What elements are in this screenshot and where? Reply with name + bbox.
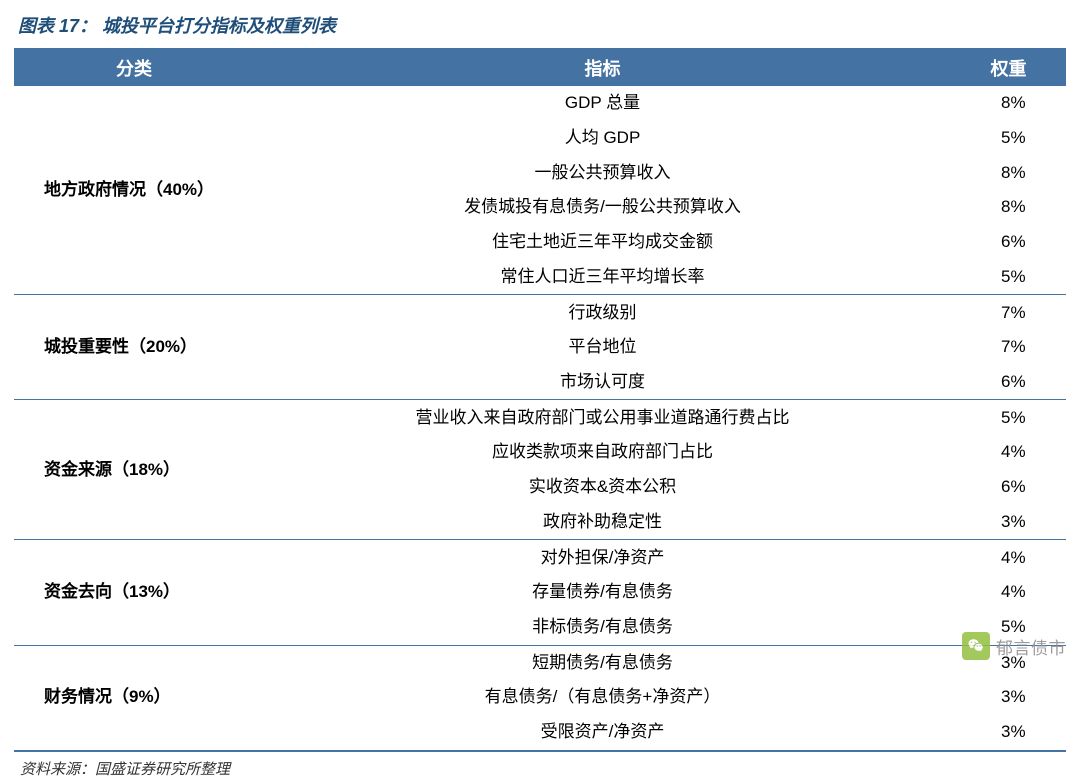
indicator-cell: 一般公共预算收入 — [254, 155, 951, 190]
indicator-cell: 行政级别 — [254, 295, 951, 330]
indicator-cell: 有息债务/（有息债务+净资产） — [254, 680, 951, 715]
indicator-cell: 平台地位 — [254, 330, 951, 365]
weight-cell: 8% — [951, 155, 1066, 190]
indicator-cell: 受限资产/净资产 — [254, 715, 951, 751]
weight-cell: 7% — [951, 330, 1066, 365]
indicator-cell: 实收资本&资本公积 — [254, 470, 951, 505]
weight-cell: 6% — [951, 365, 1066, 400]
weight-cell: 5% — [951, 260, 1066, 295]
weight-cell: 4% — [951, 435, 1066, 470]
weight-cell: 3% — [951, 715, 1066, 751]
indicator-cell: 对外担保/净资产 — [254, 540, 951, 575]
category-cell: 资金来源（18%） — [14, 400, 254, 540]
table-row: 城投重要性（20%）行政级别7% — [14, 295, 1066, 330]
indicator-cell: 政府补助稳定性 — [254, 505, 951, 540]
indicator-cell: 存量债券/有息债务 — [254, 575, 951, 610]
weight-cell: 4% — [951, 540, 1066, 575]
weight-cell: 4% — [951, 575, 1066, 610]
col-indicator: 指标 — [254, 49, 951, 86]
weight-cell: 8% — [951, 190, 1066, 225]
indicator-cell: 短期债务/有息债务 — [254, 645, 951, 680]
figure-number: 图表 17： — [18, 16, 97, 36]
indicator-cell: 人均 GDP — [254, 121, 951, 156]
wechat-icon — [962, 632, 990, 660]
category-cell: 地方政府情况（40%） — [14, 86, 254, 295]
indicator-cell: 应收类款项来自政府部门占比 — [254, 435, 951, 470]
weight-cell: 6% — [951, 225, 1066, 260]
table-row: 地方政府情况（40%）GDP 总量8% — [14, 86, 1066, 121]
weight-cell: 8% — [951, 86, 1066, 121]
indicator-cell: 住宅土地近三年平均成交金额 — [254, 225, 951, 260]
watermark-text: 郁言债市 — [996, 634, 1066, 659]
weight-cell: 6% — [951, 470, 1066, 505]
weight-cell: 7% — [951, 295, 1066, 330]
category-cell: 城投重要性（20%） — [14, 295, 254, 400]
weight-cell: 5% — [951, 121, 1066, 156]
col-weight: 权重 — [951, 49, 1066, 86]
category-cell: 资金去向（13%） — [14, 540, 254, 645]
weights-table: 分类 指标 权重 地方政府情况（40%）GDP 总量8%人均 GDP5%一般公共… — [14, 48, 1066, 752]
indicator-cell: 发债城投有息债务/一般公共预算收入 — [254, 190, 951, 225]
col-category: 分类 — [14, 49, 254, 86]
watermark: 郁言债市 — [962, 632, 1066, 660]
indicator-cell: 营业收入来自政府部门或公用事业道路通行费占比 — [254, 400, 951, 435]
table-row: 财务情况（9%）短期债务/有息债务3% — [14, 645, 1066, 680]
weight-cell: 3% — [951, 680, 1066, 715]
indicator-cell: 市场认可度 — [254, 365, 951, 400]
table-row: 资金来源（18%）营业收入来自政府部门或公用事业道路通行费占比5% — [14, 400, 1066, 435]
weight-cell: 5% — [951, 400, 1066, 435]
table-header-row: 分类 指标 权重 — [14, 49, 1066, 86]
indicator-cell: 常住人口近三年平均增长率 — [254, 260, 951, 295]
category-cell: 财务情况（9%） — [14, 645, 254, 751]
indicator-cell: GDP 总量 — [254, 86, 951, 121]
source-note: 资料来源：国盛证券研究所整理 — [14, 752, 1066, 779]
indicator-cell: 非标债务/有息债务 — [254, 610, 951, 645]
weight-cell: 3% — [951, 505, 1066, 540]
figure-title-text: 城投平台打分指标及权重列表 — [102, 16, 336, 36]
table-row: 资金去向（13%）对外担保/净资产4% — [14, 540, 1066, 575]
figure-title: 图表 17： 城投平台打分指标及权重列表 — [14, 8, 1066, 48]
